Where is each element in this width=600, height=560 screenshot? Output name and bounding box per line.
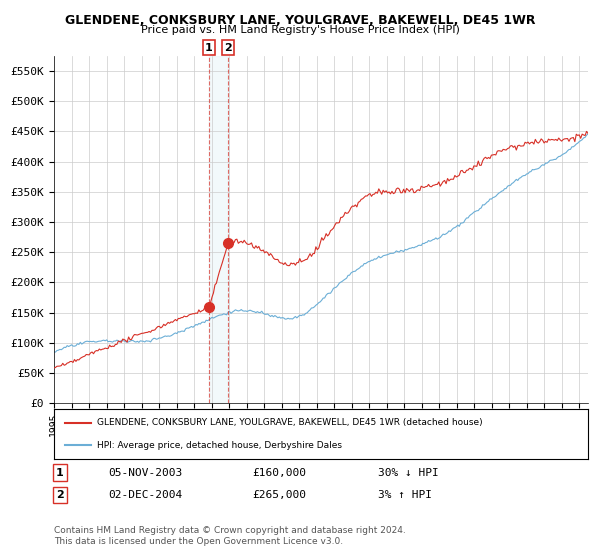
Text: 2: 2 [56, 490, 64, 500]
Text: 2: 2 [224, 43, 232, 53]
Text: GLENDENE, CONKSBURY LANE, YOULGRAVE, BAKEWELL, DE45 1WR (detached house): GLENDENE, CONKSBURY LANE, YOULGRAVE, BAK… [97, 418, 482, 427]
Text: HPI: Average price, detached house, Derbyshire Dales: HPI: Average price, detached house, Derb… [97, 441, 342, 450]
Text: 02-DEC-2004: 02-DEC-2004 [108, 490, 182, 500]
Text: GLENDENE, CONKSBURY LANE, YOULGRAVE, BAKEWELL, DE45 1WR: GLENDENE, CONKSBURY LANE, YOULGRAVE, BAK… [65, 14, 535, 27]
Text: 30% ↓ HPI: 30% ↓ HPI [378, 468, 439, 478]
Text: 3% ↑ HPI: 3% ↑ HPI [378, 490, 432, 500]
Text: 1: 1 [205, 43, 213, 53]
Text: 1: 1 [56, 468, 64, 478]
Text: Contains HM Land Registry data © Crown copyright and database right 2024.
This d: Contains HM Land Registry data © Crown c… [54, 526, 406, 546]
Text: £265,000: £265,000 [252, 490, 306, 500]
Text: £160,000: £160,000 [252, 468, 306, 478]
Text: 05-NOV-2003: 05-NOV-2003 [108, 468, 182, 478]
Text: Price paid vs. HM Land Registry's House Price Index (HPI): Price paid vs. HM Land Registry's House … [140, 25, 460, 35]
Bar [209, 56, 227, 403]
